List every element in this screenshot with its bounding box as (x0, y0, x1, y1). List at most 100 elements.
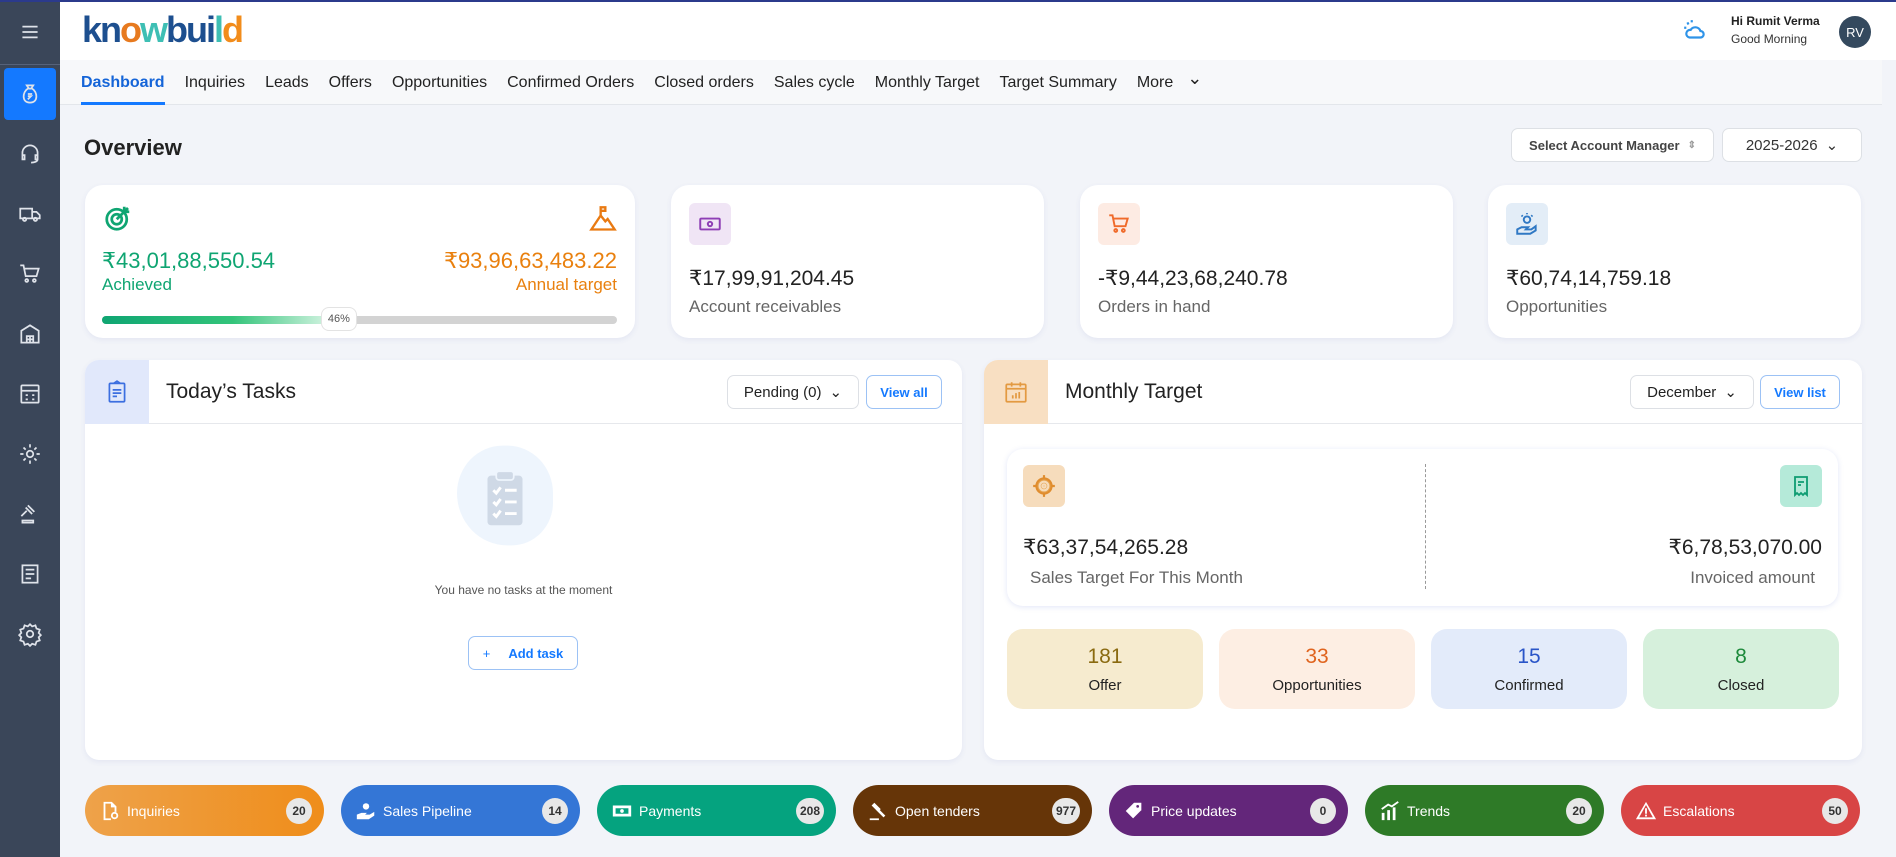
quick-link-label: Trends (1407, 802, 1451, 819)
kpi-card[interactable]: -₹9,44,23,68,240.78 Orders in hand (1080, 185, 1453, 338)
idea-hand-icon (356, 802, 375, 819)
progress-track (102, 316, 617, 324)
count-badge: 0 (1310, 798, 1336, 824)
kpi-card[interactable]: ₹60,74,14,759.18 Opportunities (1488, 185, 1861, 338)
kpi-icon-box (689, 203, 731, 245)
sales-target-label: Sales Target For This Month (1030, 568, 1243, 587)
year-label: 2025-2026 (1745, 136, 1818, 154)
quick-link-escalations[interactable]: Escalations 50 (1621, 785, 1860, 836)
sidebar-item-sales[interactable] (4, 68, 56, 120)
tab-opportunities[interactable]: Opportunities (391, 73, 488, 91)
tasks-filter-label: Pending (0) (743, 383, 822, 401)
stat-closed[interactable]: 8 Closed (1643, 629, 1839, 709)
kpi-amount: ₹17,99,91,204.45 (689, 267, 855, 290)
idea-hand-icon (1516, 213, 1537, 235)
sidebar-item-support[interactable] (4, 128, 56, 180)
logo[interactable]: knowbuild (82, 9, 244, 50)
summary-divider (1425, 464, 1426, 589)
tab-dashboard[interactable]: Dashboard (81, 60, 165, 105)
top-header: knowbuild Hi Rumit Verma Good Morning RV (60, 2, 1896, 60)
quick-link-trends[interactable]: Trends 20 (1365, 785, 1604, 836)
tasks-filter-select[interactable]: Pending (0) ⌄ (727, 375, 859, 409)
menu-icon (22, 25, 38, 39)
chevron-down-icon[interactable]: ⌄ (1187, 67, 1203, 88)
count-badge: 50 (1822, 798, 1848, 824)
warning-icon (1635, 801, 1657, 819)
count-badge: 20 (1566, 798, 1592, 824)
sidebar-item-ledger[interactable] (4, 548, 56, 600)
month-label: December (1647, 383, 1717, 401)
target-icon-box (1023, 465, 1065, 507)
count-badge: 14 (542, 798, 568, 824)
gavel-icon (869, 802, 886, 820)
sidebar-item-tenders[interactable] (4, 488, 56, 540)
view-all-button[interactable]: View all (866, 375, 942, 409)
sidebar-item-accounts[interactable] (4, 368, 56, 420)
count-badge: 20 (286, 798, 312, 824)
menu-toggle-button[interactable] (4, 6, 56, 58)
stat-opportunities[interactable]: 33 Opportunities (1219, 629, 1415, 709)
kpi-label: Orders in hand (1098, 297, 1211, 316)
stat-offer[interactable]: 181 Offer (1007, 629, 1203, 709)
count-badge: 208 (795, 798, 824, 824)
sidebar-item-services[interactable] (4, 428, 56, 480)
quick-link-open-tenders[interactable]: Open tenders 977 (853, 785, 1092, 836)
target-icon (105, 206, 130, 231)
cart-icon (20, 264, 40, 283)
monthly-icon-box (984, 360, 1048, 424)
invoiced-label: Invoiced amount (1690, 568, 1815, 587)
tab-more[interactable]: More (1136, 73, 1174, 91)
year-select[interactable]: 2025-2026 ⌄ (1722, 128, 1862, 162)
kpi-icon-box (1506, 203, 1548, 245)
page-title: Overview (84, 135, 182, 160)
quick-link-inquiries[interactable]: Inquiries 20 (85, 785, 324, 836)
stat-confirmed[interactable]: 15 Confirmed (1431, 629, 1627, 709)
progress-fill (102, 316, 339, 324)
auction-icon (20, 504, 35, 524)
quick-link-price-updates[interactable]: Price updates 0 (1109, 785, 1348, 836)
stat-label: Offer (1088, 677, 1122, 694)
quick-link-label: Open tenders (895, 802, 980, 819)
quick-link-label: Payments (639, 802, 702, 819)
account-manager-select[interactable]: Select Account Manager ⇕ (1511, 128, 1714, 162)
document-search-icon (103, 801, 119, 820)
count-badge: 977 (1051, 798, 1080, 824)
sidebar-item-delivery[interactable] (4, 188, 56, 240)
tab-leads[interactable]: Leads (265, 73, 309, 91)
quick-link-payments[interactable]: Payments 208 (597, 785, 836, 836)
monthly-summary-card: ₹63,37,54,265.28 Sales Target For This M… (1007, 449, 1838, 606)
calculator-icon (20, 384, 40, 404)
sidebar (0, 2, 60, 857)
ledger-icon (21, 564, 39, 584)
tab-closed-orders[interactable]: Closed orders (654, 73, 754, 91)
tasks-header: Today’s Tasks Pending (0) ⌄ View all (85, 360, 962, 424)
tab-offers[interactable]: Offers (328, 73, 372, 91)
month-select[interactable]: December ⌄ (1630, 375, 1754, 409)
kpi-amount: -₹9,44,23,68,240.78 (1098, 267, 1288, 290)
sales-target-amount: ₹63,37,54,265.28 (1023, 536, 1189, 559)
sidebar-item-warehouse[interactable] (4, 308, 56, 360)
tasks-empty-message: You have no tasks at the moment (434, 583, 613, 597)
tab-target-summary[interactable]: Target Summary (999, 73, 1117, 91)
cash-icon (612, 805, 632, 816)
sidebar-item-orders[interactable] (4, 248, 56, 300)
tab-monthly-target[interactable]: Monthly Target (874, 73, 980, 91)
monthly-header: Monthly Target December ⌄ View list (984, 360, 1862, 424)
kpi-card[interactable]: ₹17,99,91,204.45 Account receivables (671, 185, 1044, 338)
bullseye-icon (1033, 475, 1055, 497)
avatar[interactable]: RV (1839, 16, 1871, 48)
todays-tasks-panel: Today’s Tasks Pending (0) ⌄ View all You … (85, 360, 962, 760)
achieved-amount: ₹43,01,88,550.54 (102, 248, 276, 273)
mountain-flag-icon (589, 206, 617, 231)
tasks-scrollbar[interactable] (954, 426, 960, 756)
add-task-button[interactable]: + Add task (468, 636, 578, 670)
quick-link-sales-pipeline[interactable]: Sales Pipeline 14 (341, 785, 580, 836)
tab-confirmed-orders[interactable]: Confirmed Orders (507, 73, 635, 91)
stat-value: 8 (1735, 645, 1747, 668)
view-list-button[interactable]: View list (1760, 375, 1840, 409)
account-manager-label: Select Account Manager (1529, 137, 1680, 153)
sidebar-item-settings[interactable] (4, 608, 56, 660)
tasks-icon-box (85, 360, 149, 424)
tab-sales-cycle[interactable]: Sales cycle (773, 73, 855, 91)
tab-inquiries[interactable]: Inquiries (184, 73, 246, 91)
